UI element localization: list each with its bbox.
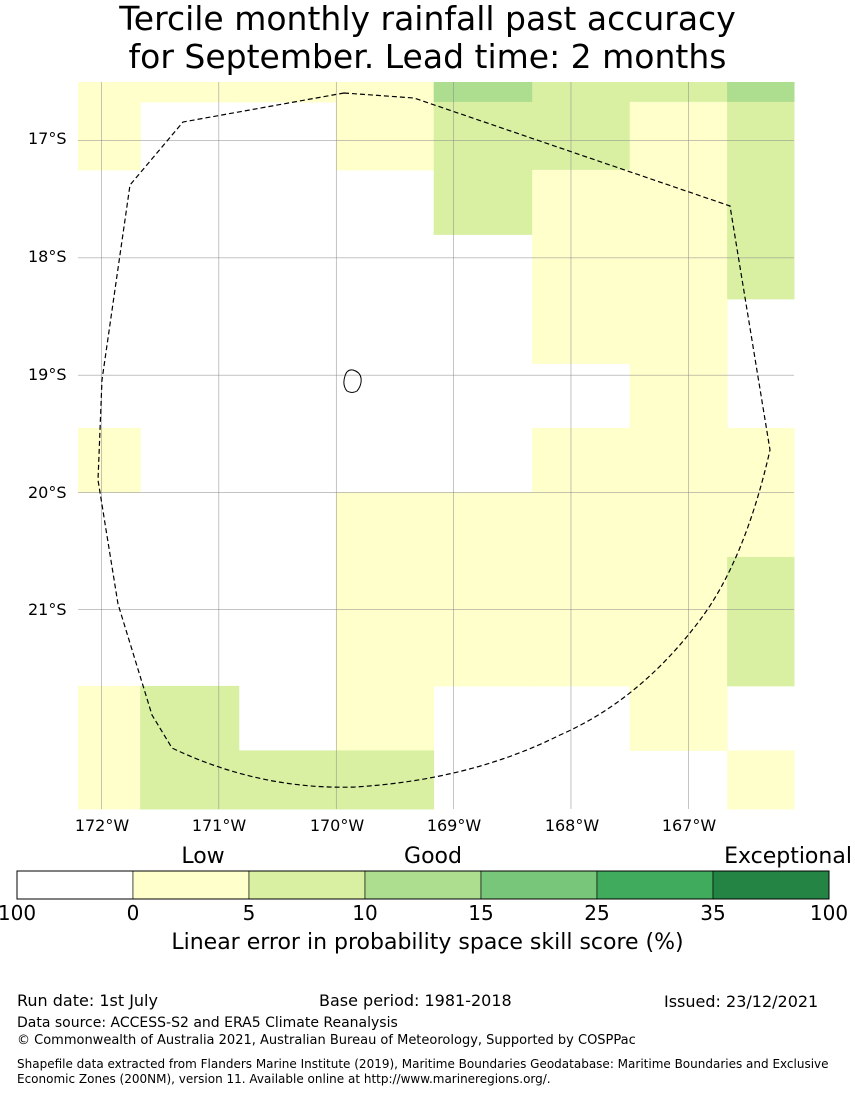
shapefile-credit: Shapefile data extracted from Flanders M… [17,1057,829,1086]
skill-cell [532,82,631,103]
skill-cell [140,82,240,103]
skill-cell [433,556,533,622]
lon-label-169w: 169°W [426,816,482,835]
skill-cell [629,492,728,558]
colorbar-segment [596,870,714,900]
skill-cell [727,169,795,235]
skill-cell [629,101,728,171]
skill-cell [532,492,631,558]
base-period: Base period: 1981-2018 [319,991,512,1010]
colorbar-segment [712,870,830,900]
run-date: Run date: 1st July [17,991,158,1010]
lat-label-18s: 18°S [28,247,67,266]
lat-label-19s: 19°S [28,365,67,384]
skill-cell [629,169,728,235]
skill-cell [433,621,533,687]
lon-label-171w: 171°W [191,816,247,835]
skill-cell [629,363,728,429]
skill-cell [336,101,435,171]
skill-cell [336,621,435,687]
cbar-tick-1: 0 [126,901,140,925]
skill-cell [78,427,141,493]
data-source: Data source: ACCESS-S2 and ERA5 Climate … [17,1015,398,1031]
lat-label-17s: 17°S [28,129,67,148]
lat-label-20s: 20°S [28,483,67,502]
title-line-2: for September. Lead time: 2 months [128,37,727,76]
skill-cell [78,82,141,103]
lon-label-170w: 170°W [309,816,365,835]
skill-cell [238,82,337,103]
skill-cell [532,621,631,687]
skill-cell [433,101,533,171]
skill-cell [433,169,533,235]
skill-cell [532,556,631,622]
skill-cell [727,556,795,622]
skill-cell [629,82,728,103]
skill-cell [629,234,728,300]
skill-cell [78,101,141,171]
skill-cell [727,101,795,171]
colorbar [16,870,830,900]
skill-cell [238,750,337,810]
colorbar-segment [480,870,598,900]
skill-cells [78,82,795,810]
lon-label-168w: 168°W [544,816,600,835]
graticule [78,82,794,809]
colorbar-title: Linear error in probability space skill … [171,930,684,955]
eez-boundary [97,92,771,788]
skill-cell [336,492,435,558]
colorbar-segment [248,870,366,900]
skill-cell [629,298,728,364]
skill-cell [727,492,795,558]
lon-label-172w: 172°W [74,816,130,835]
skill-cell [727,621,795,687]
skill-cell [629,427,728,493]
skill-cell [532,101,631,171]
skill-cell [433,492,533,558]
skill-cell [629,621,728,687]
skill-cell [140,750,240,810]
niue-island-outline [343,369,362,393]
copyright: © Commonwealth of Australia 2021, Austra… [17,1033,636,1048]
map-title: Tercile monthly rainfall past accuracy f… [0,0,855,76]
cbar-tick-5: 25 [584,901,610,925]
skill-cell [727,234,795,300]
colorbar-segment [364,870,482,900]
issued-date: Issued: 23/12/2021 [664,992,819,1011]
colorbar-border [16,870,830,900]
category-good: Good [404,844,462,869]
cbar-tick-4: 15 [468,901,494,925]
skill-cell [532,298,631,364]
skill-cell [336,556,435,622]
colorbar-segment [132,870,250,900]
skill-cell [532,427,631,493]
cbar-tick-3: 10 [352,901,378,925]
skill-cell [78,750,141,810]
title-line-1: Tercile monthly rainfall past accuracy [119,0,736,38]
cbar-tick-2: 5 [242,901,256,925]
cbar-tick-6: 35 [700,901,726,925]
skill-cell [336,750,435,810]
skill-cell [532,234,631,300]
skill-cell [336,685,435,751]
cbar-tick-0: 100 [0,901,37,925]
skill-cell [727,427,795,493]
skill-cell [433,82,533,103]
lon-label-167w: 167°W [661,816,717,835]
lat-label-21s: 21°S [28,600,67,619]
cbar-tick-7: 100 [809,901,849,925]
skill-cell [629,556,728,622]
colorbar-segment [16,870,134,900]
skill-cell [78,685,141,751]
category-exceptional: Exceptional [724,844,852,869]
category-low: Low [181,844,225,869]
skill-cell [140,685,240,751]
skill-cell [727,82,795,103]
skill-cell [629,685,728,751]
skill-cell [727,750,795,810]
skill-cell [532,169,631,235]
